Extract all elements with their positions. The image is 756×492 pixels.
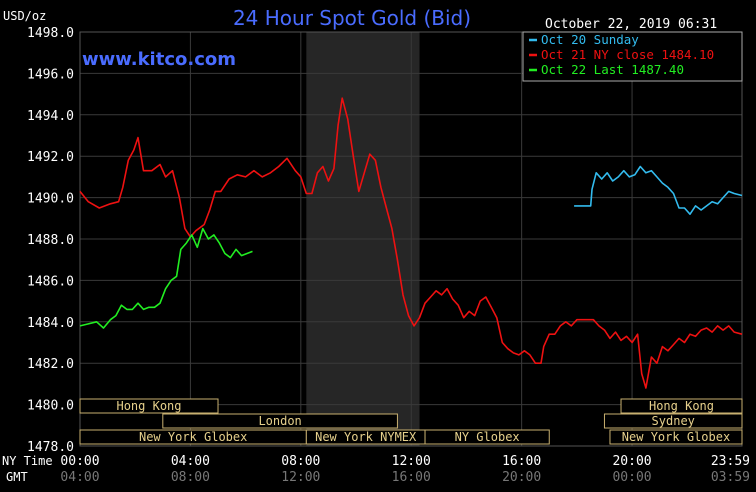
x-tick-label-gmt: 16:00 bbox=[392, 470, 431, 485]
session-label: New York Globex bbox=[139, 430, 247, 444]
chart-title: 24 Hour Spot Gold (Bid) bbox=[233, 6, 471, 30]
series-line-1 bbox=[79, 97, 743, 389]
x-tick-label-gmt: 08:00 bbox=[171, 470, 210, 485]
x-tick-label-ny: 04:00 bbox=[171, 454, 210, 469]
x-tick-label-ny: 23:59 bbox=[711, 454, 750, 469]
x-tick-label-gmt: 12:00 bbox=[281, 470, 320, 485]
timestamp: October 22, 2019 06:31 bbox=[545, 17, 717, 32]
session-bar bbox=[424, 429, 550, 445]
legend-entry: Oct 22 Last 1487.40 bbox=[541, 62, 684, 77]
session-label: Hong Kong bbox=[116, 399, 181, 413]
x-axis-layer: NY TimeGMT00:0004:0004:0008:0008:0012:00… bbox=[2, 454, 750, 485]
legend-frame bbox=[522, 31, 743, 82]
x-tick-label-gmt: 03:59 bbox=[711, 470, 750, 485]
y-tick-label: 1492.0 bbox=[27, 150, 74, 165]
x-tick-label-ny: 20:00 bbox=[612, 454, 651, 469]
session-label: Sydney bbox=[652, 414, 695, 428]
legend-entry: Oct 21 NY close 1484.10 bbox=[541, 47, 714, 62]
x-tick-label-gmt: 20:00 bbox=[502, 470, 541, 485]
y-tick-label: 1490.0 bbox=[27, 192, 74, 207]
series-layer bbox=[79, 97, 743, 389]
y-tick-label: 1484.0 bbox=[27, 316, 74, 331]
session-bar bbox=[79, 398, 219, 414]
unit-label: USD/oz bbox=[3, 9, 46, 23]
series-line-0 bbox=[574, 165, 743, 215]
x-tick-label-gmt: 00:00 bbox=[612, 470, 651, 485]
y-tick-label: 1482.0 bbox=[27, 357, 74, 372]
x-tick-label-gmt: 04:00 bbox=[60, 470, 99, 485]
session-label: London bbox=[258, 414, 301, 428]
series-line-2 bbox=[79, 227, 253, 329]
session-bar bbox=[162, 413, 398, 429]
x-tick-label-ny: 12:00 bbox=[392, 454, 431, 469]
plot-frame bbox=[79, 31, 743, 447]
legend-entry: Oct 20 Sunday bbox=[541, 32, 639, 47]
session-label: NY Globex bbox=[455, 430, 520, 444]
y-tick-label: 1494.0 bbox=[27, 109, 74, 124]
session-label: New York Globex bbox=[622, 430, 730, 444]
gmt-row-label: GMT bbox=[6, 470, 28, 484]
x-tick-label-ny: 16:00 bbox=[502, 454, 541, 469]
y-tick-label: 1488.0 bbox=[27, 233, 74, 248]
y-tick-label: 1478.0 bbox=[27, 440, 74, 455]
website-link[interactable]: www.kitco.com bbox=[82, 49, 236, 70]
session-label: Hong Kong bbox=[649, 399, 714, 413]
x-tick-label-ny: 08:00 bbox=[281, 454, 320, 469]
y-tick-label: 1496.0 bbox=[27, 67, 74, 82]
x-tick-label-ny: 00:00 bbox=[60, 454, 99, 469]
y-tick-label: 1486.0 bbox=[27, 274, 74, 289]
y-tick-label: 1498.0 bbox=[27, 26, 74, 41]
session-bars-layer: Hong Kong Hong Kong London Sydney New York G… bbox=[79, 398, 743, 445]
ny-time-row-label: NY Time bbox=[2, 454, 53, 468]
y-axis-layer: 1498.0 1496.0 1494.0 1492.0 1490.0 1488.0 1486… bbox=[27, 26, 74, 455]
session-bar bbox=[609, 429, 743, 445]
session-bar bbox=[620, 398, 743, 414]
session-bar bbox=[603, 413, 743, 429]
y-tick-label: 1480.0 bbox=[27, 399, 74, 414]
session-label: New York NYMEX bbox=[315, 430, 417, 444]
